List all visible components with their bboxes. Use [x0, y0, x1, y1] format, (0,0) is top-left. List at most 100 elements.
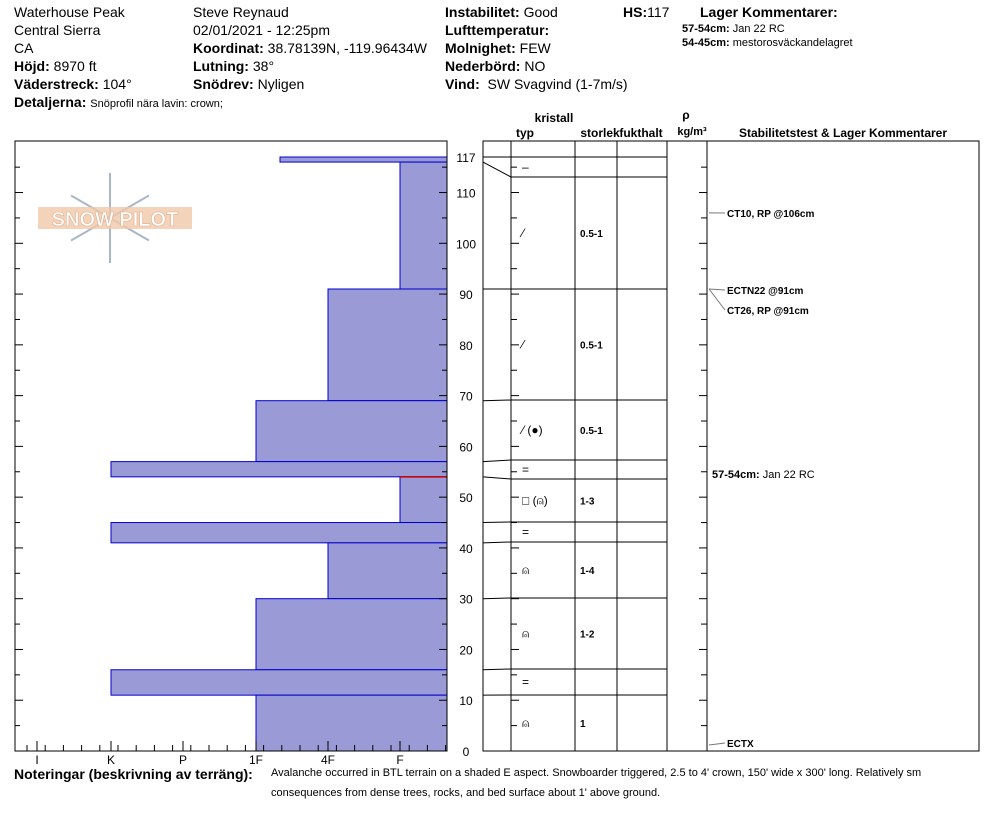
y-tick-label: 30	[459, 593, 473, 607]
y-tick-label: 60	[459, 440, 473, 454]
crystal-size: 0.5-1	[580, 341, 603, 352]
layer-connector	[482, 521, 512, 524]
observer: Steve Reynaud	[193, 4, 289, 20]
drift: Snödrev: Nyligen	[193, 76, 305, 92]
header-storlek: storlek	[580, 126, 620, 140]
y-tick-label: 20	[459, 643, 473, 657]
header-stability: Stabilitetstest & Lager Kommentarer	[739, 126, 947, 140]
hardness-label: I	[35, 753, 38, 767]
layer-connector	[482, 161, 512, 178]
precip: Nederbörd: NO	[445, 58, 546, 74]
hardness-bar	[110, 461, 448, 478]
arrow-icon	[708, 288, 726, 311]
layer-comment-in-table: 57-54cm: Jan 22 RC	[712, 469, 815, 481]
hardness-label: 4F	[321, 753, 335, 767]
crystal-type-icon: □ (⍝)	[522, 494, 548, 508]
hardness-bar	[255, 400, 448, 463]
coordinates: Koordinat: 38.78139N, -119.96434W	[193, 40, 427, 56]
air-temp: Lufttemperatur:	[445, 22, 550, 38]
layer-comment: 54-45cm: mestorosväckandelagret	[682, 37, 853, 49]
hardness-bar	[327, 288, 448, 402]
logo-band	[38, 207, 192, 229]
hs: HS:117	[623, 4, 670, 20]
layer-connector	[482, 597, 512, 600]
header-fukthalt: fukthalt	[619, 126, 662, 140]
crystal-type-icon: =	[522, 463, 529, 477]
y-tick-label: 40	[459, 542, 473, 556]
y-tick-label: 80	[459, 339, 473, 353]
slope: Lutning: 38°	[193, 58, 275, 74]
hardness-label: 1F	[249, 753, 263, 767]
location: Waterhouse Peak	[14, 4, 125, 20]
crystal-size: 0.5-1	[580, 426, 603, 437]
hardness-label: P	[179, 753, 187, 767]
layer-connector	[482, 668, 512, 671]
layer-comments-title: Lager Kommentarer:	[700, 4, 838, 20]
datetime: 02/01/2021 - 12:25pm	[193, 22, 330, 38]
stability-test: CT26, RP @91cm	[727, 306, 809, 317]
crystal-type-icon: –	[522, 160, 529, 174]
y-tick-label: 110	[456, 187, 475, 201]
crystal-type-icon: ⍝	[522, 716, 529, 730]
notes-label: Noteringar (beskrivning av terräng):	[14, 766, 253, 782]
sky: Molnighet: FEW	[445, 40, 551, 56]
arrow-icon	[708, 742, 726, 746]
details: Detaljerna: Snöprofil nära lavin: crown;	[14, 94, 223, 110]
hardness-bar	[327, 542, 448, 600]
layer-connector	[482, 476, 512, 480]
crystal-size: 0.5-1	[580, 229, 603, 240]
hardness-bar	[279, 156, 448, 163]
crystal-type-icon: ⍝	[522, 627, 529, 641]
stability-test: ECTN22 @91cm	[727, 286, 804, 297]
y-tick-label: 0	[463, 745, 470, 759]
y-tick-label: 70	[459, 390, 473, 404]
layer-comment: 57-54cm: Jan 22 RC	[682, 23, 785, 35]
layer-connector	[482, 399, 512, 402]
y-tick-label: 100	[456, 237, 476, 251]
hardness-bar	[255, 598, 448, 671]
logo-text: SNOW PILOT	[52, 209, 179, 231]
crystal-size: 1-4	[580, 566, 595, 577]
y-tick-label: 90	[459, 288, 473, 302]
header-density: kg/m³	[677, 126, 707, 138]
stability: Instabilitet: Good	[445, 4, 558, 20]
hardness-label: K	[107, 753, 115, 767]
crystal-type-icon: ⁄ (●)	[519, 423, 543, 437]
crystal-type-icon: ⁄	[519, 226, 526, 240]
layer-connector	[482, 541, 512, 544]
stability-test: ECTX	[727, 739, 754, 750]
layer-connector	[482, 459, 512, 463]
crystal-size: 1-3	[580, 497, 595, 508]
crystal-size: 1	[580, 719, 586, 730]
hardness-bar	[399, 476, 448, 524]
notes: Noteringar (beskrivning av terräng): Ava…	[14, 766, 921, 799]
range: Central Sierra	[14, 22, 101, 38]
table-frame	[482, 140, 980, 752]
notes-line-2: consequences from dense trees, rocks, an…	[271, 787, 661, 799]
elevation: Höjd: 8970 ft	[14, 58, 97, 74]
stability-test: CT10, RP @106cm	[727, 209, 814, 220]
state: CA	[14, 40, 34, 56]
crystal-type-icon: ⍝	[522, 563, 529, 577]
y-tick-label: 50	[459, 491, 473, 505]
y-tick-label: 117	[456, 151, 475, 165]
crystal-type-icon: =	[522, 525, 529, 539]
crystal-size: 1-2	[580, 630, 595, 641]
aspect: Väderstreck: 104°	[14, 76, 132, 92]
y-tick-label: 10	[459, 694, 473, 708]
header-rho: ρ	[682, 108, 689, 122]
hardness-bar	[110, 522, 448, 544]
hardness-bar	[110, 669, 448, 696]
hardness-bar	[399, 161, 448, 290]
header-kristall: kristall	[535, 111, 574, 125]
wind: Vind: SW Svagvind (1-7m/s)	[445, 76, 628, 92]
crystal-type-icon: =	[522, 675, 529, 689]
hardness-label: F	[396, 753, 403, 767]
header-typ: typ	[516, 126, 534, 140]
crystal-type-icon: ⁄	[519, 338, 526, 352]
notes-line-1: Avalanche occurred in BTL terrain on a s…	[271, 767, 922, 779]
hardness-bar	[255, 694, 448, 752]
arrow-icon	[708, 288, 726, 291]
